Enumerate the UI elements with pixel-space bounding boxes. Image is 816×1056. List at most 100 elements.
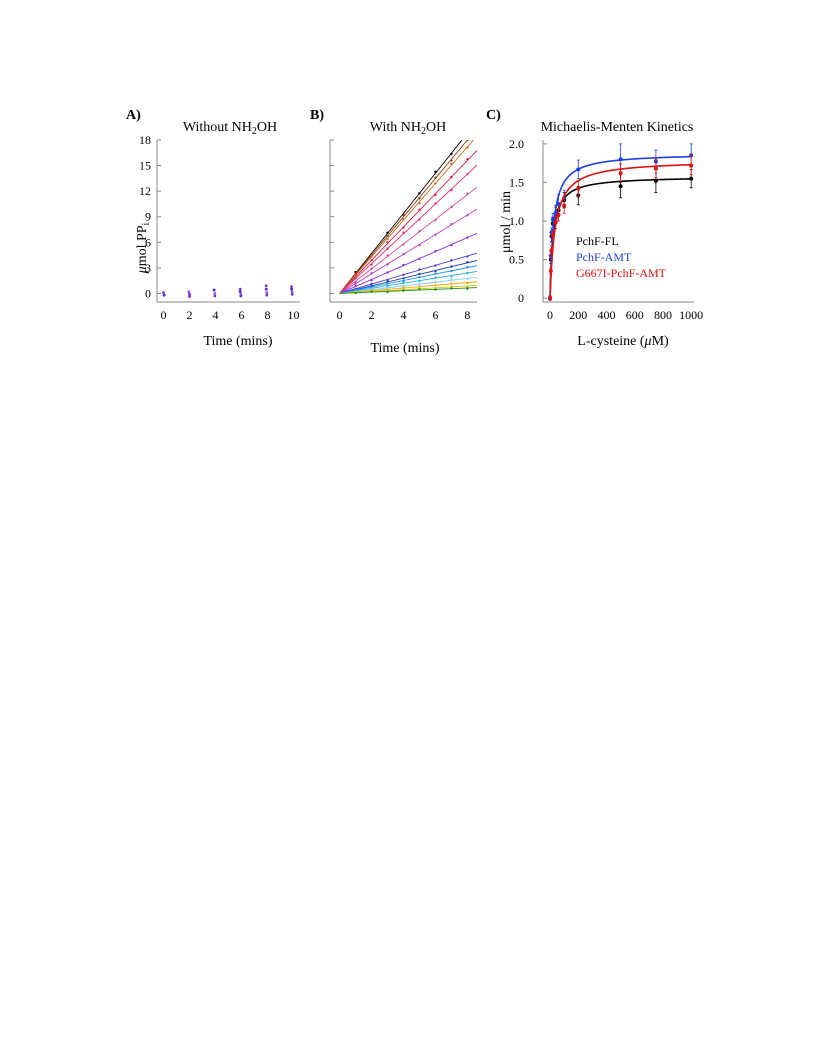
panel-c-point	[562, 203, 567, 208]
panel-b-xtick-label: 2	[369, 308, 375, 322]
panel-c-point	[689, 163, 694, 168]
panel-c-point	[550, 217, 555, 222]
panel-b-point	[450, 243, 453, 247]
panel-b-point	[450, 269, 453, 273]
panel-b-point	[418, 272, 421, 276]
panel-c-legend: PchF-FL PchF-AMT G667I-PchF-AMT	[576, 234, 667, 280]
panel-a-ylabel: μmol PPi	[135, 222, 152, 274]
panel-b-point	[386, 282, 389, 285]
panel-c-fit-curve	[549, 163, 692, 299]
legend-pchf-fl: PchF-FL	[576, 234, 619, 248]
panel-b-fit-line	[339, 208, 477, 294]
panel-b-fit-line	[339, 265, 477, 294]
panel-c-point	[618, 171, 623, 176]
panel-a-xtick-label: 6	[239, 308, 245, 322]
panel-c-point	[576, 167, 581, 172]
panel-b-point	[450, 287, 453, 290]
panel-c-letter: C)	[486, 108, 501, 123]
panel-a-ytick-label: 15	[139, 159, 151, 173]
panel-b-point	[354, 282, 357, 285]
panel-b-point	[402, 252, 405, 256]
panel-b-point	[466, 285, 469, 288]
panel-b-point	[450, 222, 453, 226]
panel-b-point	[434, 276, 437, 280]
panel-b-point	[370, 278, 373, 282]
panel-c-point	[618, 157, 623, 162]
panel-b-point	[386, 280, 389, 283]
panel-a-xtick-label: 4	[213, 308, 219, 322]
panel-c-point	[550, 232, 555, 237]
legend-g667i-pchf-amt: G667I-PchF-AMT	[576, 266, 667, 280]
panel-b-point	[466, 158, 469, 161]
panel-b-point	[418, 243, 421, 247]
panel-c-point	[653, 178, 658, 183]
panel-c-ytick-label: 1.0	[509, 214, 524, 228]
panel-b-point	[418, 208, 421, 211]
panel-c-xtick-label: 800	[654, 308, 672, 322]
panel-a-letter: A)	[126, 108, 141, 123]
panel-a-xtick-label: 0	[161, 308, 167, 322]
panel-b-point	[402, 263, 405, 267]
panel-b-point	[418, 230, 421, 233]
panel-b-point	[434, 193, 437, 197]
panel-a-point	[162, 293, 166, 297]
panel-b-point	[450, 175, 453, 179]
panel-c-point	[653, 166, 658, 171]
panel-b-point	[418, 257, 421, 261]
panel-a-point	[264, 284, 268, 288]
panel-b-point	[466, 140, 469, 142]
panel-a-title: Without NH2OH	[183, 120, 277, 137]
panel-a-point	[290, 287, 293, 291]
panel-b-point	[466, 146, 469, 149]
panel-b-point	[418, 279, 421, 283]
panel-c-xtick-label: 200	[569, 308, 587, 322]
panel-a-point	[188, 292, 191, 296]
panel-b-letter: B)	[310, 108, 324, 123]
panel-a-point	[188, 295, 191, 298]
panel-a-xtick-label: 8	[265, 308, 271, 322]
panel-b-point	[450, 162, 453, 166]
panel-b-point	[450, 152, 453, 156]
panel-a-xtick-label: 10	[288, 308, 300, 322]
panel-c-point	[549, 248, 554, 253]
panel-b-point	[466, 266, 469, 269]
panel-a-point	[213, 294, 217, 298]
panel-b-point	[466, 214, 469, 217]
panel-b-point	[386, 241, 389, 244]
panel-a-point	[213, 292, 217, 295]
panel-b-xtick-label: 4	[401, 308, 407, 322]
panel-b-fit-line	[339, 164, 477, 294]
panel-c-xtick-label: 0	[547, 308, 553, 322]
panel-c-point	[618, 184, 623, 189]
panel-b-point	[466, 287, 469, 290]
panel-b-point	[450, 188, 453, 192]
panel-b-point	[466, 172, 469, 176]
panel-c-ytick-label: 0	[518, 291, 524, 305]
panel-b-point	[402, 273, 405, 276]
panel-b-plot: 0 2 4 6 8	[329, 139, 477, 322]
panel-b-point	[434, 269, 437, 273]
panel-b-point	[354, 280, 357, 284]
panel-b-point	[418, 192, 421, 195]
panel-b-fit-line	[339, 140, 474, 294]
panel-b-point	[418, 197, 421, 200]
panel-c-ytick-label: 0.5	[509, 253, 524, 267]
panel-b-point	[386, 254, 389, 257]
panel-b-point	[386, 231, 389, 234]
panel-c-title: Michaelis-Menten Kinetics	[541, 120, 694, 135]
panel-b-lines	[339, 140, 477, 295]
panel-b-point	[434, 284, 437, 287]
panel-c-point	[548, 269, 553, 274]
panel-b-point	[402, 289, 405, 292]
panel-a-point	[264, 287, 268, 291]
panel-b-xtick-label: 0	[337, 308, 343, 322]
panel-b-point	[434, 233, 437, 236]
panel-b-point	[434, 272, 437, 275]
panel-b-point	[418, 268, 421, 271]
panel-b-point	[370, 267, 373, 270]
panel-c-ytick-label: 1.5	[509, 175, 524, 189]
panel-b-fit-line	[339, 252, 477, 294]
panel-c-xtick-label: 400	[598, 308, 616, 322]
panel-b-point	[434, 176, 437, 179]
